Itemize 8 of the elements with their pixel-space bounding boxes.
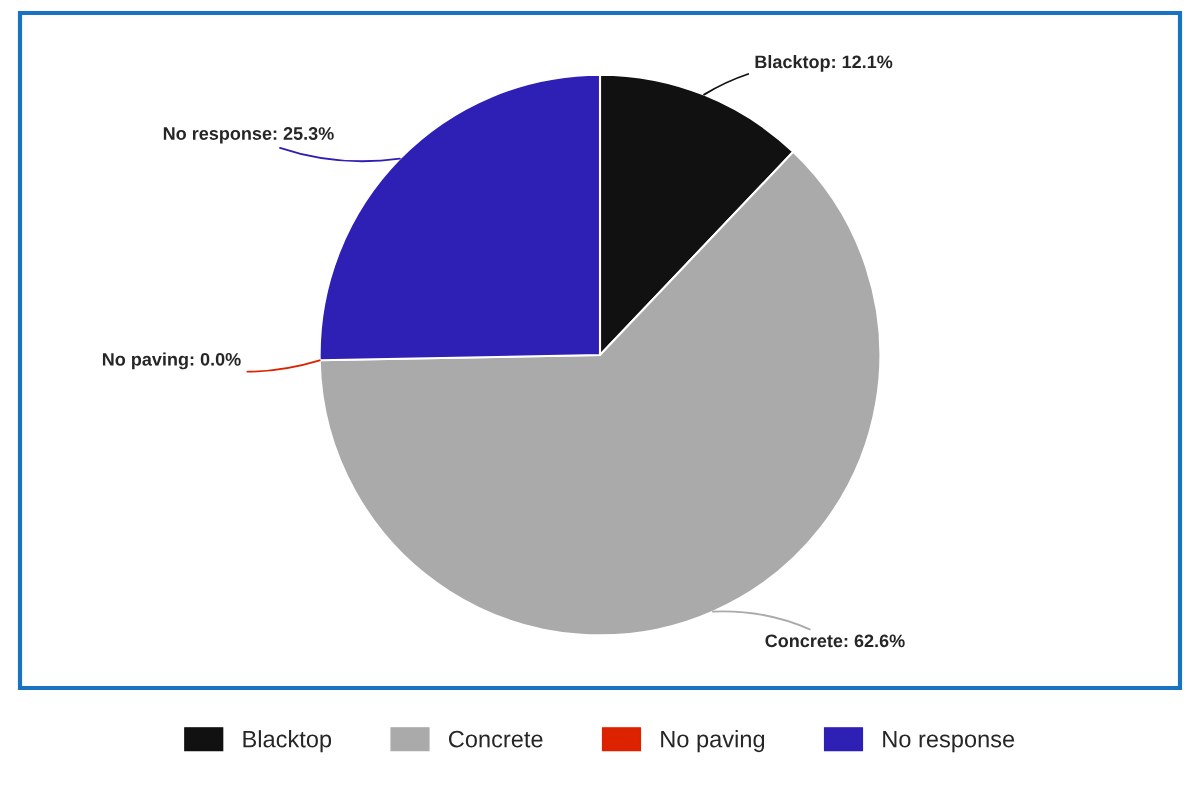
data-label: Blacktop: 12.1% [755,54,893,72]
legend-label: No paving [661,730,765,753]
text: No paving: 0.0% [102,352,241,370]
data-label: No response: 25.3% [163,127,334,144]
legend-label: No response [883,730,1015,753]
legend-label: Blacktop [243,730,332,753]
data-label: Concrete: 62.6% [765,634,905,648]
legend-label: Concrete [448,730,543,748]
